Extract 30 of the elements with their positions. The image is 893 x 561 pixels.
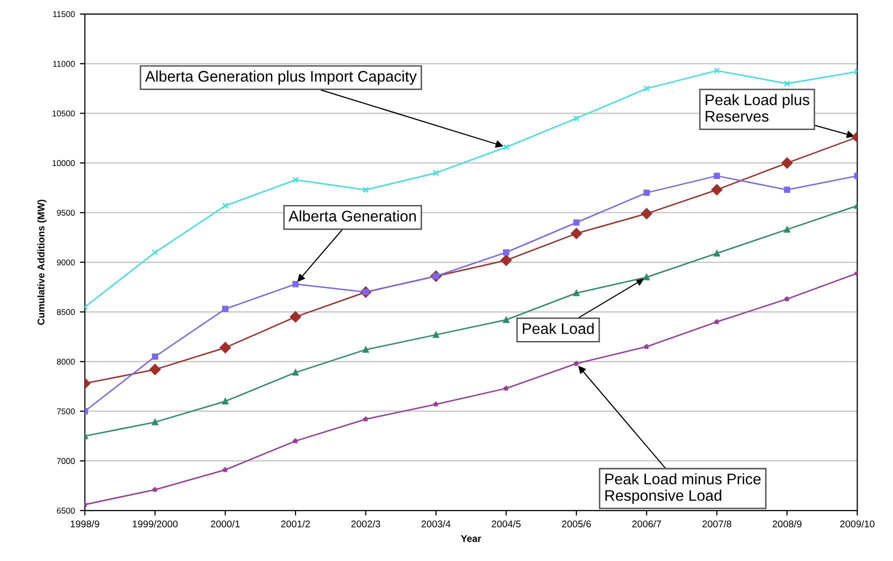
y-tick-label: 8500: [56, 309, 75, 316]
y-tick-label: 10500: [52, 110, 75, 116]
x-tick-label: 2003/4: [422, 520, 451, 528]
y-axis-title: Cumulative Additions (MW): [37, 200, 46, 325]
x-tick-label: 2000/1: [210, 520, 240, 528]
y-tick-label: 8000: [56, 358, 75, 365]
annotation: Alberta Generation: [288, 210, 416, 222]
x-tick-label: 1998/9: [70, 520, 100, 528]
x-tick-label: 2008/9: [772, 520, 802, 528]
x-tick-label: 2004/5: [492, 520, 521, 528]
y-tick-label: 11500: [53, 11, 75, 18]
y-tick-label: 7000: [57, 458, 75, 464]
annotation: Peak Load minus Price Responsive Load: [605, 473, 761, 504]
annotation: Peak Load plus Reserves: [706, 94, 810, 122]
x-tick-label: 2002/3: [351, 520, 380, 528]
x-tick-label: 2007/8: [702, 520, 732, 528]
y-tick-label: 9000: [56, 259, 75, 266]
x-tick-label: 1999/2000: [132, 520, 178, 528]
x-tick-label: 2006/7: [632, 520, 661, 528]
y-tick-label: 10000: [52, 160, 75, 166]
annotation: Alberta Generation plus Import Capacity: [145, 70, 417, 85]
x-tick-label: 2009/10: [840, 520, 874, 528]
x-tick-label: 2005/6: [562, 520, 591, 528]
y-tick-label: 6500: [57, 508, 75, 514]
y-tick-label: 11000: [53, 60, 75, 67]
x-axis-title: Year: [460, 535, 482, 542]
annotation: Peak Load: [522, 322, 594, 334]
y-tick-label: 9500: [56, 210, 75, 216]
y-tick-label: 7500: [57, 408, 75, 414]
x-tick-label: 2001/2: [281, 520, 310, 528]
